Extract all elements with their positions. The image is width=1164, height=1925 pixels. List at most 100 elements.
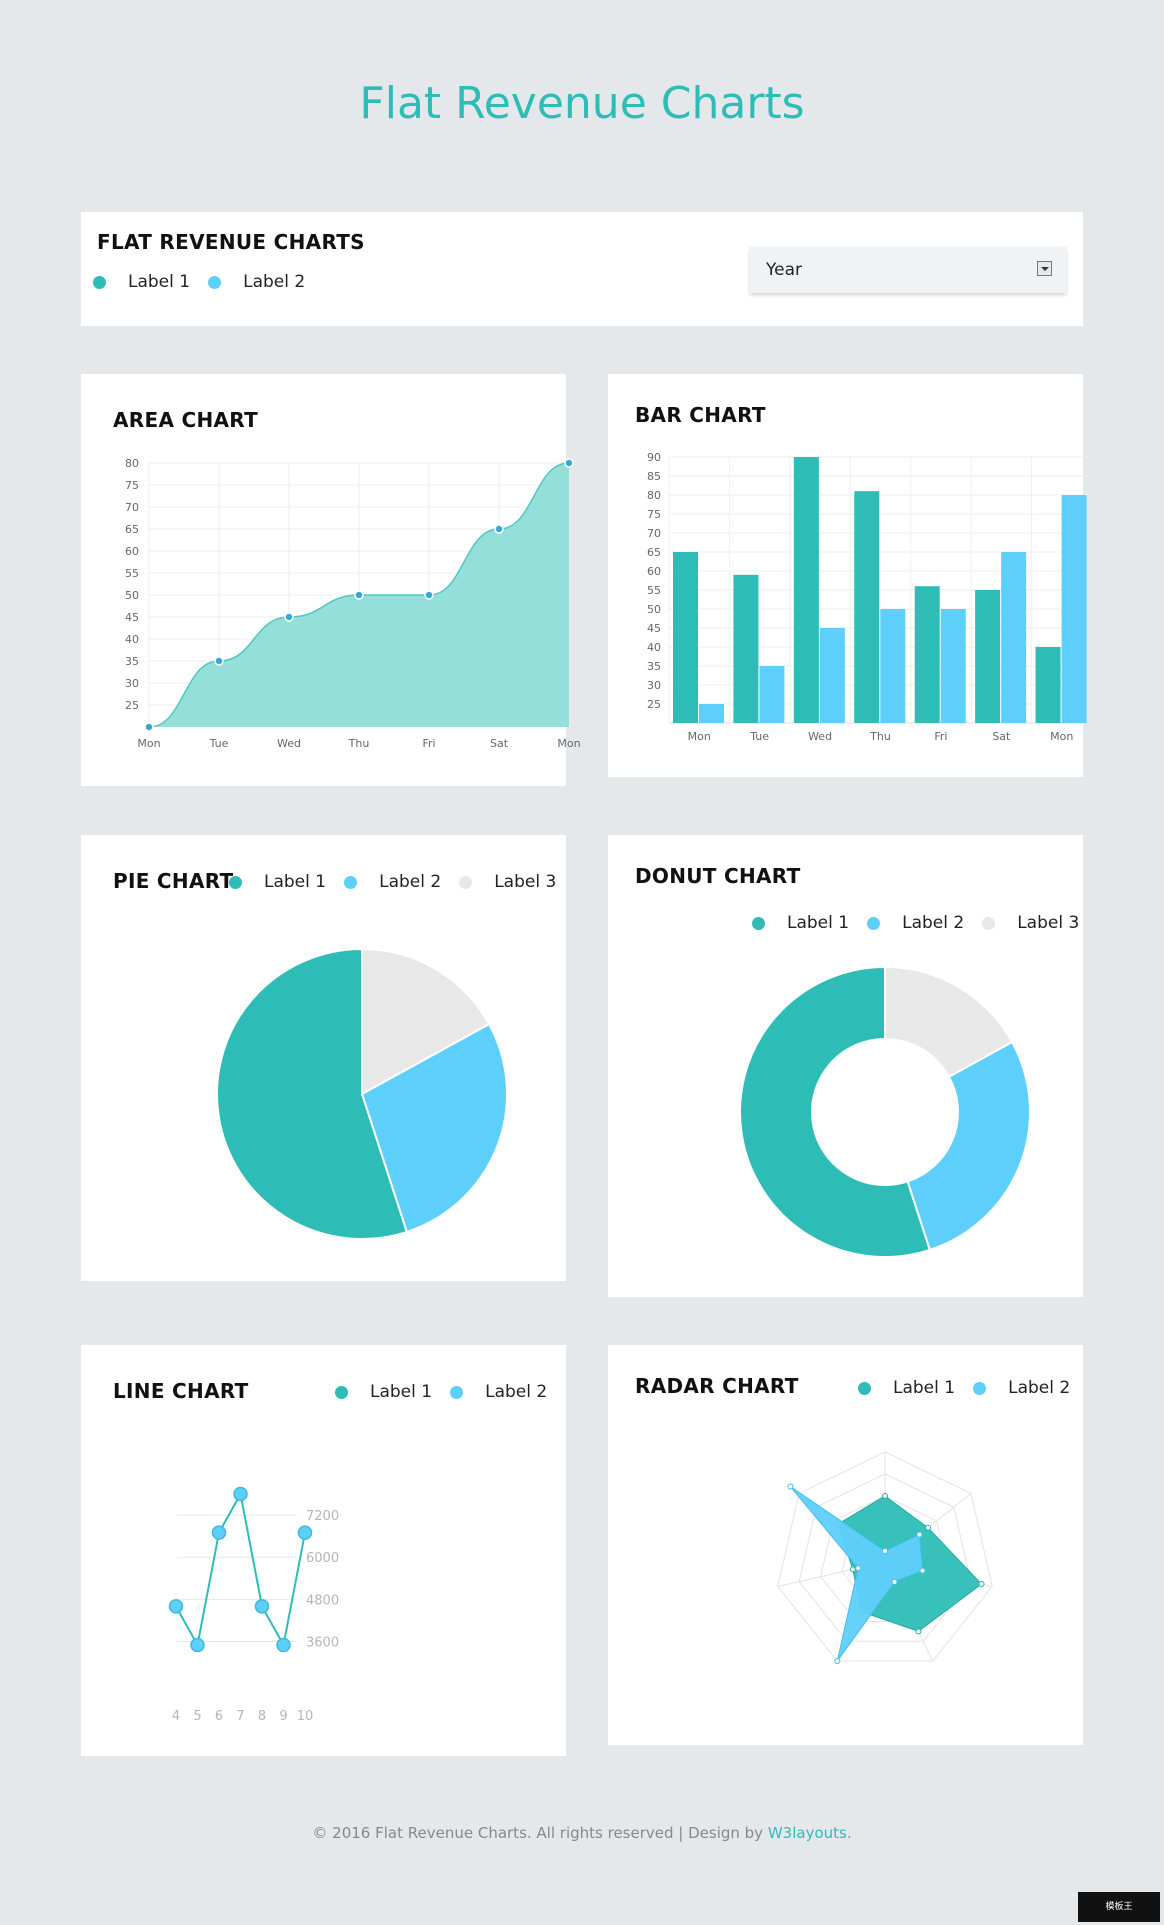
x-tick-label: Wed [277, 737, 301, 750]
x-tick-label: 9 [279, 1709, 287, 1724]
y-tick-label: 25 [125, 699, 139, 712]
legend-label: Label 3 [1017, 913, 1080, 933]
chevron-down-icon[interactable] [1037, 261, 1052, 276]
page-title: Flat Revenue Charts [359, 78, 805, 129]
y-tick-label: 40 [647, 641, 661, 654]
legend-item-label-1[interactable]: Label 1 [752, 913, 849, 933]
data-point [494, 524, 504, 534]
bar [1001, 552, 1027, 723]
x-tick-label: Sat [490, 737, 509, 750]
legend-item-label-2[interactable]: Label 2 [867, 913, 964, 933]
legend-label: Label 2 [1008, 1378, 1071, 1398]
data-point [284, 612, 294, 622]
x-tick-label: Sat [992, 730, 1011, 743]
radar-chart [777, 1451, 993, 1665]
data-point [233, 1486, 248, 1502]
x-tick-label: 10 [297, 1709, 314, 1724]
radar-series-area [790, 1486, 924, 1662]
data-point [855, 1565, 862, 1572]
legend-dot-icon [459, 875, 473, 889]
data-point [424, 590, 434, 600]
y-tick-label: 50 [647, 603, 661, 616]
slice-label-3 [361, 947, 491, 1096]
bar [880, 609, 906, 723]
y-tick-label: 85 [647, 470, 661, 483]
period-select[interactable]: Year [750, 247, 1066, 293]
y-tick-label: 80 [125, 457, 139, 470]
y-tick-label: 70 [125, 501, 139, 514]
y-tick-label: 7200 [306, 1509, 339, 1524]
slice-label-2 [906, 1040, 1031, 1252]
radar-legend: Label 1 Label 2 [858, 1378, 1070, 1398]
legend-dot-icon [752, 916, 765, 930]
period-select-value: Year [766, 260, 802, 280]
legend-dot-icon [867, 916, 881, 930]
legend-label: Label 2 [902, 913, 965, 933]
data-point [190, 1637, 205, 1653]
x-tick-label: Thu [869, 730, 891, 743]
y-tick-label: 25 [647, 698, 661, 711]
y-tick-label: 75 [647, 508, 661, 521]
y-tick-label: 45 [647, 622, 661, 635]
y-tick-label: 60 [125, 545, 139, 558]
y-tick-label: 75 [125, 479, 139, 492]
bar [793, 457, 819, 723]
bar [1035, 647, 1061, 723]
y-tick-label: 3600 [306, 1635, 339, 1650]
data-point [925, 1524, 932, 1531]
x-tick-label: Mon [137, 737, 160, 750]
y-tick-label: 40 [125, 633, 139, 646]
line-chart-title: LINE CHART [113, 1379, 249, 1403]
legend-item-label-1[interactable]: Label 1 [229, 872, 326, 892]
legend-item-label-1[interactable]: Label 1 [335, 1382, 432, 1402]
legend-item-label-2[interactable]: Label 2 [208, 272, 305, 292]
legend-item-label-2[interactable]: Label 2 [973, 1378, 1070, 1398]
x-tick-label: 7 [236, 1709, 244, 1724]
footer-designer-link[interactable]: W3layouts. [767, 1824, 852, 1842]
x-tick-label: 5 [193, 1709, 201, 1724]
legend-item-label-1[interactable]: Label 1 [93, 272, 190, 292]
data-point [849, 1566, 856, 1573]
y-tick-label: 35 [125, 655, 139, 668]
y-tick-label: 65 [125, 523, 139, 536]
legend-item-label-1[interactable]: Label 1 [858, 1378, 955, 1398]
legend-label: Label 2 [243, 272, 306, 292]
legend-item-label-3[interactable]: Label 3 [459, 872, 556, 892]
slice-label-1 [216, 947, 409, 1240]
y-tick-label: 30 [647, 679, 661, 692]
y-tick-label: 30 [125, 677, 139, 690]
data-point [787, 1483, 794, 1490]
data-point [254, 1599, 270, 1614]
legend-item-label-2[interactable]: Label 2 [450, 1382, 547, 1402]
x-tick-label: Fri [422, 737, 435, 750]
data-point [919, 1567, 926, 1574]
x-tick-label: Mon [1050, 730, 1073, 743]
bar [819, 628, 845, 723]
legend-dot-icon [982, 916, 996, 930]
data-point [354, 590, 364, 600]
data-point [882, 1493, 888, 1499]
bar [733, 574, 759, 723]
footer: © 2016 Flat Revenue Charts. All rights r… [0, 1824, 1164, 1842]
x-tick-label: Mon [557, 737, 580, 750]
legend-label: Label 1 [893, 1378, 956, 1398]
x-tick-label: Wed [808, 730, 832, 743]
pie-chart [216, 947, 508, 1240]
legend-dot-icon [450, 1385, 464, 1399]
data-point [915, 1628, 922, 1635]
bar-chart: 25 30 35 40 45 50 55 60 65 70 75 80 85 90 Mon Tue Wed Thu… [647, 451, 1092, 743]
legend-item-label-3[interactable]: Label 3 [982, 913, 1079, 933]
donut-legend: Label 1 Label 2 Label 3 [752, 913, 1079, 933]
data-point [276, 1637, 291, 1653]
y-tick-label: 50 [125, 589, 139, 602]
bar [673, 552, 698, 723]
legend-dot-icon [229, 875, 242, 889]
data-point [891, 1578, 898, 1585]
y-tick-label: 90 [647, 451, 661, 464]
legend-label: Label 2 [379, 872, 442, 892]
slice-label-3 [884, 965, 1014, 1079]
legend-label: Label 3 [494, 872, 557, 892]
x-tick-label: Fri [934, 730, 947, 743]
donut-chart-title: DONUT CHART [635, 864, 801, 888]
legend-item-label-2[interactable]: Label 2 [344, 872, 441, 892]
